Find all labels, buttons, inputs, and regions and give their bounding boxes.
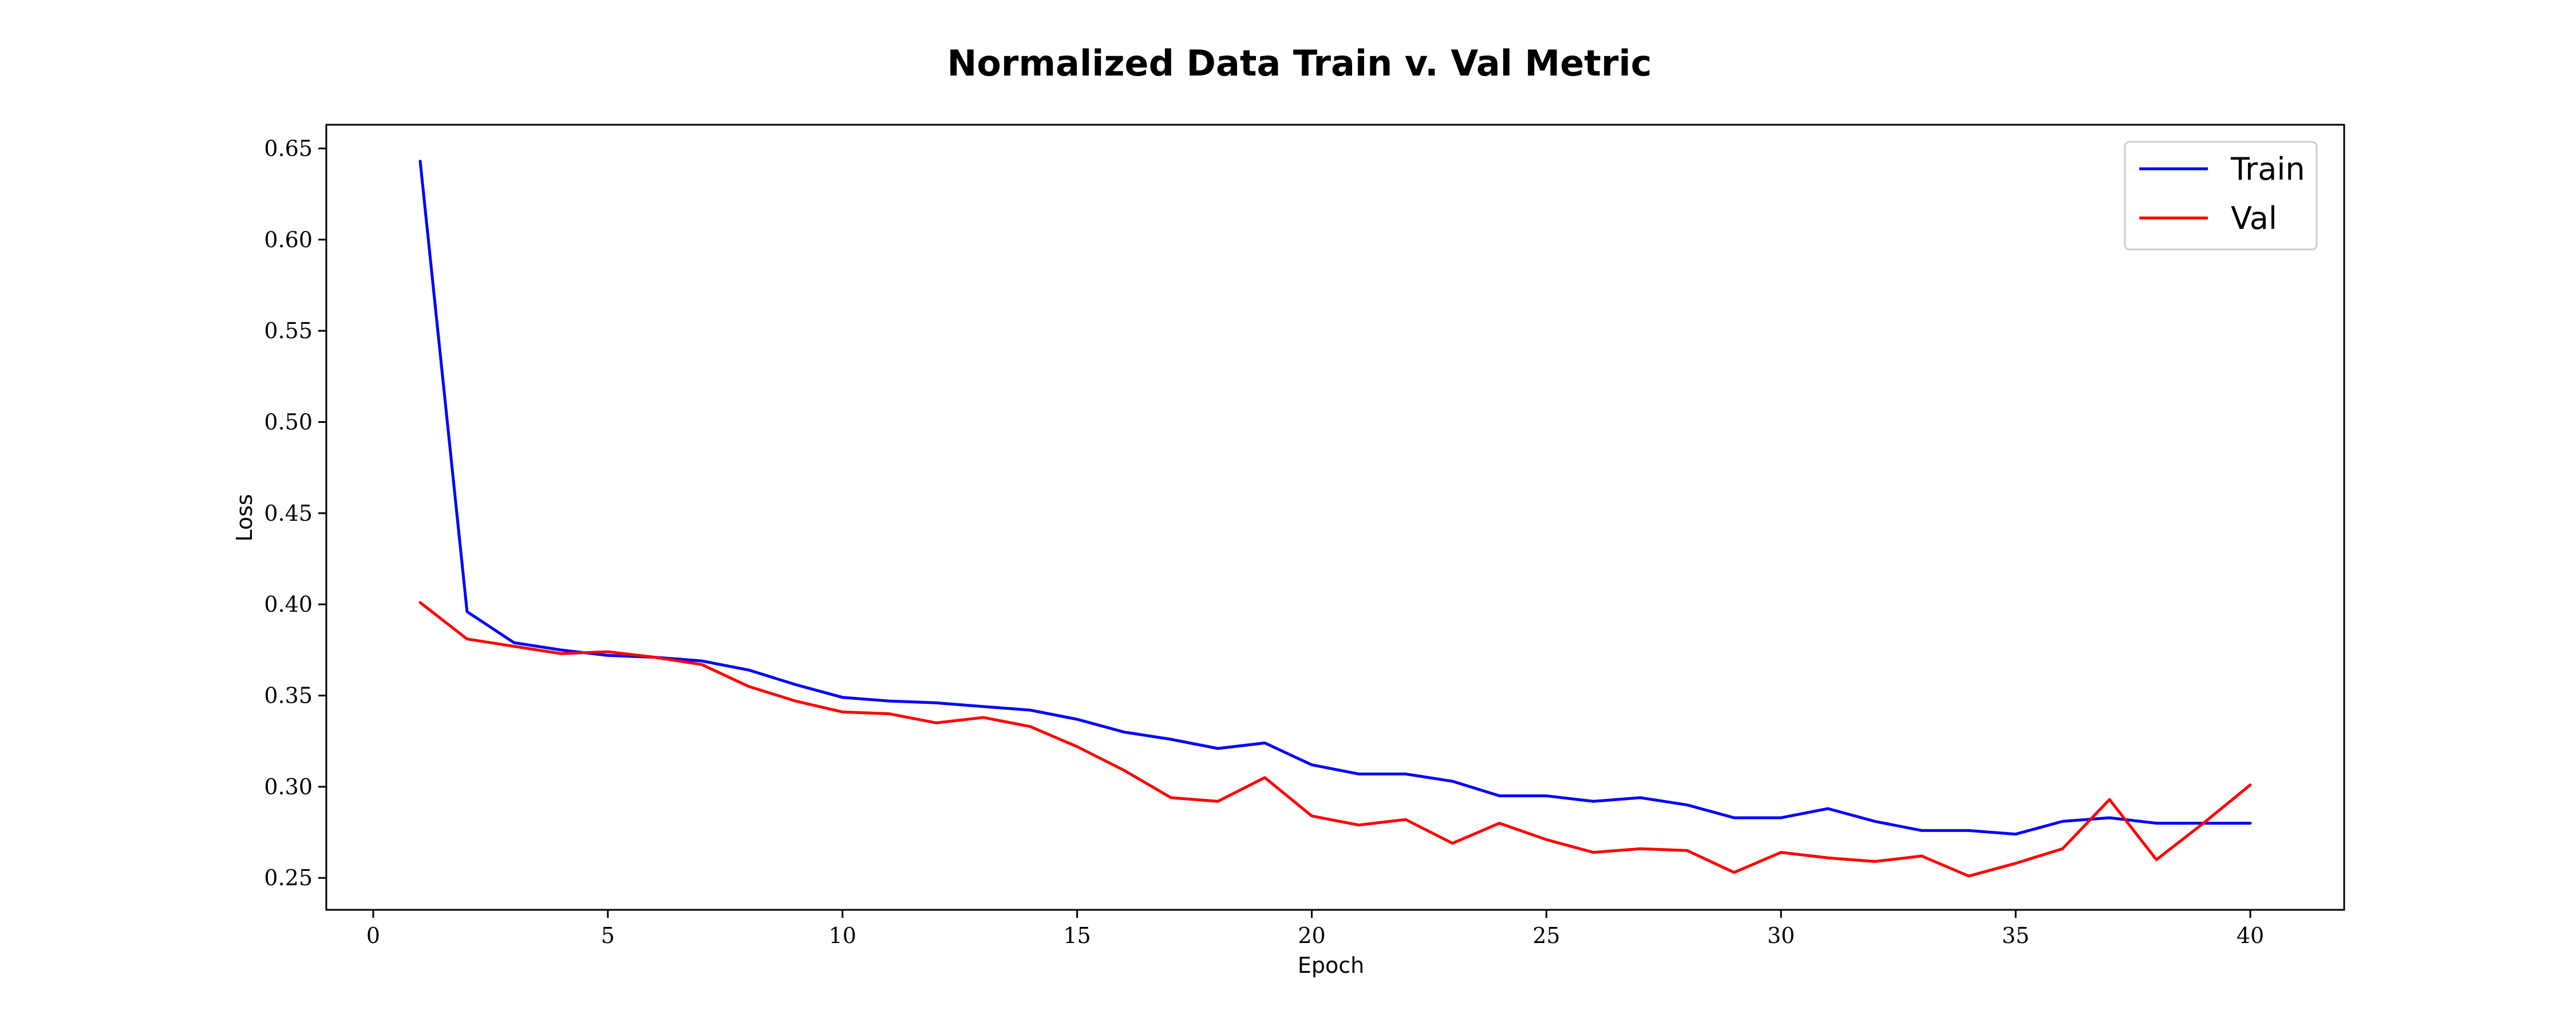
series-line-train <box>418 160 2252 836</box>
series-line-val <box>418 601 2252 878</box>
x-tick-label: 30 <box>1767 923 1795 948</box>
y-tick-label: 0.50 <box>264 409 313 434</box>
y-tick-label: 0.55 <box>264 318 313 343</box>
y-tick-label: 0.35 <box>264 683 313 708</box>
chart-title: Normalized Data Train v. Val Metric <box>947 42 1652 84</box>
x-tick-label: 5 <box>601 923 615 948</box>
x-tick-label: 25 <box>1532 923 1560 948</box>
y-tick-label: 0.65 <box>264 136 313 161</box>
x-tick-label: 10 <box>829 923 856 948</box>
y-tick-label: 0.45 <box>264 501 313 526</box>
legend-label-val: Val <box>2231 200 2277 236</box>
y-tick-label: 0.25 <box>264 865 313 890</box>
x-tick-label: 20 <box>1298 923 1325 948</box>
plot-frame <box>325 124 2345 911</box>
x-tick-label: 40 <box>2237 923 2264 948</box>
legend-label-train: Train <box>2230 151 2305 187</box>
y-tick-label: 0.60 <box>264 227 313 252</box>
plot-area: 0 5 10 15 20 25 30 35 40 0.25 0.30 0.35 0.40 0.45 0.50… <box>264 124 2345 948</box>
y-tick-label: 0.40 <box>264 592 313 617</box>
x-tick-label: 15 <box>1063 923 1091 948</box>
x-axis-label: Epoch <box>1298 953 1364 978</box>
y-tick-label: 0.30 <box>264 774 313 799</box>
y-axis-label: Loss <box>232 494 257 541</box>
x-tick-label: 0 <box>366 923 380 948</box>
x-tick-label: 35 <box>2002 923 2029 948</box>
legend: Train Val <box>2124 141 2318 251</box>
